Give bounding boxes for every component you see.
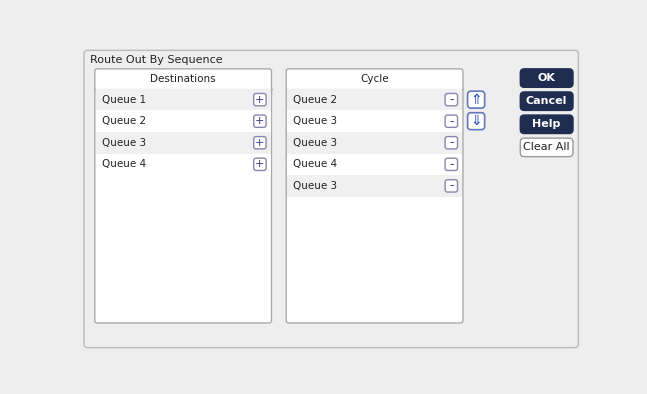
Text: +: + — [255, 138, 265, 148]
Bar — [287, 110, 462, 132]
Bar — [287, 132, 462, 154]
Text: Queue 4: Queue 4 — [102, 159, 146, 169]
Text: Queue 3: Queue 3 — [293, 181, 337, 191]
FancyBboxPatch shape — [84, 50, 578, 348]
Text: +: + — [255, 116, 265, 126]
Bar — [287, 89, 462, 110]
FancyBboxPatch shape — [520, 92, 573, 110]
Text: Queue 2: Queue 2 — [293, 95, 337, 105]
Text: Queue 4: Queue 4 — [293, 159, 337, 169]
Text: Help: Help — [532, 119, 561, 129]
Text: -: - — [449, 179, 454, 192]
Text: Queue 3: Queue 3 — [102, 138, 146, 148]
FancyBboxPatch shape — [520, 115, 573, 134]
Bar — [96, 132, 270, 154]
Text: Queue 2: Queue 2 — [102, 116, 146, 126]
FancyBboxPatch shape — [520, 69, 573, 87]
Text: Cancel: Cancel — [526, 96, 567, 106]
Bar — [96, 110, 270, 132]
Bar — [96, 89, 270, 110]
FancyBboxPatch shape — [254, 137, 266, 149]
Text: ⇓: ⇓ — [470, 114, 482, 128]
FancyBboxPatch shape — [254, 115, 266, 127]
Text: Queue 3: Queue 3 — [293, 116, 337, 126]
Text: -: - — [449, 136, 454, 149]
FancyBboxPatch shape — [468, 91, 485, 108]
Text: OK: OK — [538, 73, 556, 83]
Bar — [96, 154, 270, 175]
Text: -: - — [449, 115, 454, 128]
FancyBboxPatch shape — [95, 69, 272, 323]
Text: Route Out By Sequence: Route Out By Sequence — [90, 55, 223, 65]
Bar — [287, 154, 462, 175]
Text: -: - — [449, 93, 454, 106]
FancyBboxPatch shape — [286, 69, 463, 323]
FancyBboxPatch shape — [254, 93, 266, 106]
FancyBboxPatch shape — [445, 137, 457, 149]
Text: Queue 1: Queue 1 — [102, 95, 146, 105]
FancyBboxPatch shape — [520, 138, 573, 157]
FancyBboxPatch shape — [445, 93, 457, 106]
Text: Destinations: Destinations — [150, 74, 216, 84]
FancyBboxPatch shape — [468, 113, 485, 130]
Text: Clear All: Clear All — [523, 142, 570, 152]
Text: -: - — [449, 158, 454, 171]
Text: +: + — [255, 95, 265, 105]
FancyBboxPatch shape — [445, 180, 457, 192]
Text: +: + — [255, 159, 265, 169]
Text: Queue 3: Queue 3 — [293, 138, 337, 148]
FancyBboxPatch shape — [254, 158, 266, 171]
Text: Cycle: Cycle — [360, 74, 389, 84]
FancyBboxPatch shape — [445, 158, 457, 171]
Bar — [287, 175, 462, 197]
Text: ⇑: ⇑ — [470, 93, 482, 107]
FancyBboxPatch shape — [445, 115, 457, 127]
